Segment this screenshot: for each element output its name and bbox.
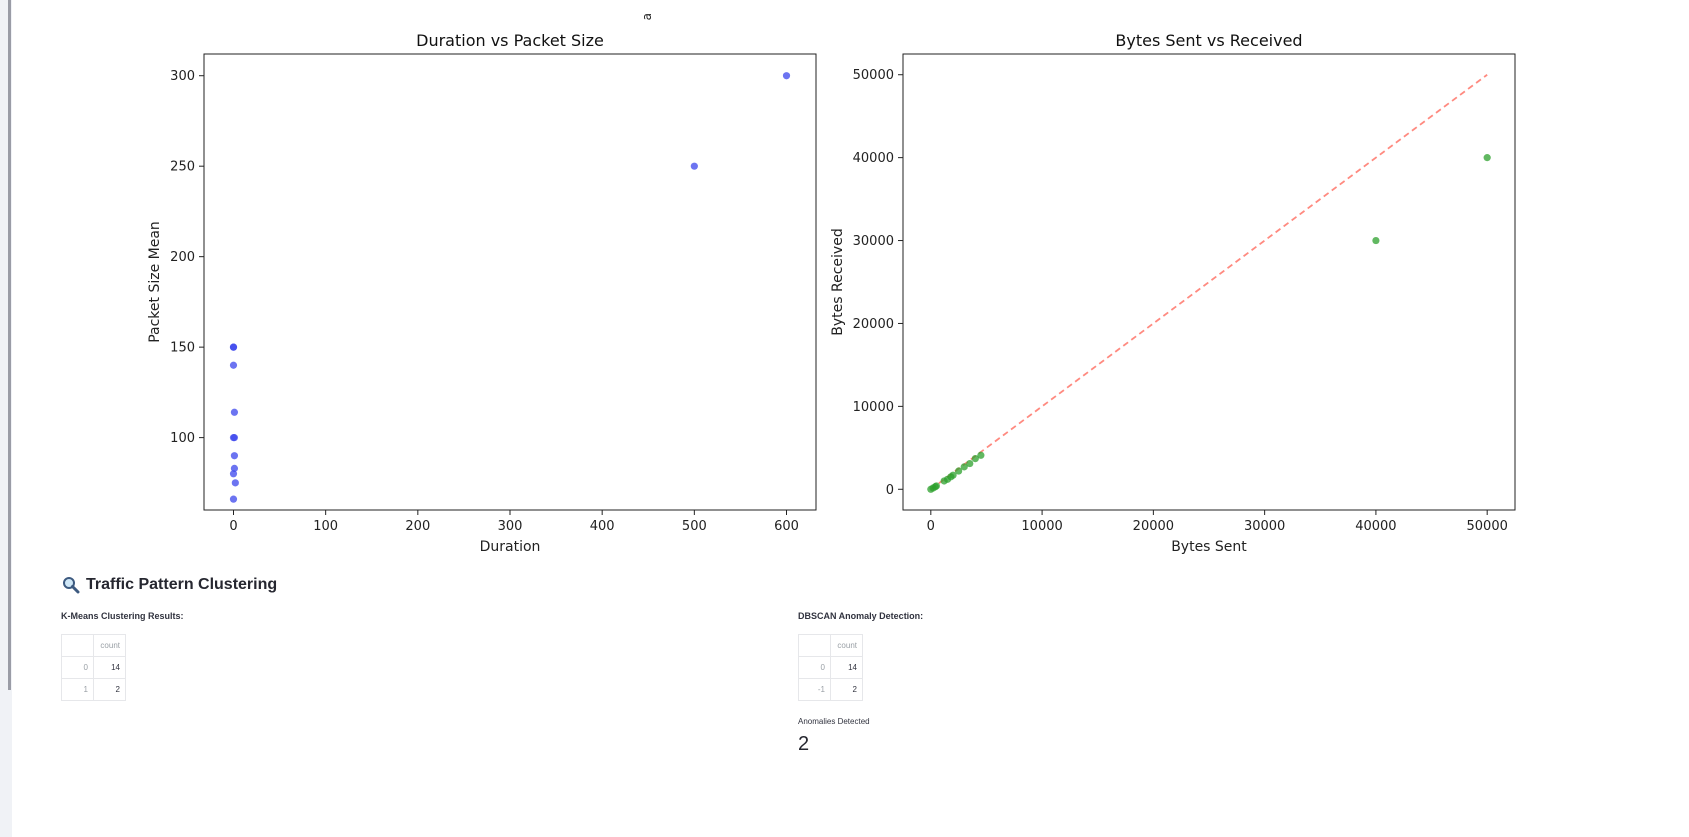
x-tick-label: 20000 <box>1133 519 1174 534</box>
row-index: -1 <box>798 678 831 701</box>
y-tick-label: 50000 <box>853 68 894 83</box>
data-point <box>960 463 968 471</box>
x-tick-label: 50000 <box>1467 519 1508 534</box>
table-row: -1 2 <box>798 678 863 701</box>
chart-title: Bytes Sent vs Received <box>1115 31 1302 50</box>
dbscan-label: DBSCAN Anomaly Detection: <box>798 611 924 621</box>
data-point <box>977 451 985 459</box>
magnifier-icon <box>63 577 80 594</box>
data-point <box>229 361 238 369</box>
anomalies-metric-value: 2 <box>798 733 810 755</box>
y-tick-label: 250 <box>170 160 195 175</box>
plot-frame <box>203 53 817 511</box>
table-row: 0 14 <box>61 656 126 679</box>
x-tick-label: 0 <box>229 519 237 534</box>
row-count: 14 <box>830 656 863 679</box>
x-tick-label: 400 <box>590 519 615 534</box>
count-header: count <box>830 634 863 657</box>
data-point <box>971 454 979 463</box>
table-row: 1 2 <box>61 678 126 701</box>
data-point <box>230 452 239 460</box>
x-tick-label: 600 <box>774 519 799 534</box>
table-header-row: count <box>798 634 863 657</box>
data-point <box>966 459 974 468</box>
bytes-chart: Bytes Sent vs Received 0 10000 20000 30000 40… <box>830 31 1516 555</box>
row-index: 0 <box>61 656 94 679</box>
row-count: 14 <box>93 656 126 679</box>
dbscan-table[interactable]: count 0 14 -1 2 <box>798 634 863 701</box>
data-point <box>230 408 239 416</box>
scrollbar-thumb[interactable] <box>8 0 11 690</box>
y-axis-label: Bytes Received <box>830 228 846 335</box>
x-tick-label: 100 <box>313 519 338 534</box>
data-point <box>231 479 239 487</box>
x-tick-label: 30000 <box>1244 519 1285 534</box>
x-tick-label: 10000 <box>1021 519 1062 534</box>
y-tick-label: 30000 <box>853 234 894 249</box>
charts-area: Duration vs Packet Size 0 100 200 300 400 500 6… <box>147 31 1516 555</box>
plot-frame <box>902 53 1516 511</box>
y-tick-label: 40000 <box>853 151 894 166</box>
data-point <box>230 464 239 472</box>
row-index: 1 <box>61 678 94 701</box>
data-point <box>690 162 698 170</box>
data-point <box>932 482 940 490</box>
y-axis-label: Packet Size Mean <box>147 221 163 343</box>
index-header <box>798 634 831 657</box>
x-axis-label: Bytes Sent <box>1171 539 1247 555</box>
x-axis-label: Duration <box>480 539 541 555</box>
table-row: 0 14 <box>798 656 863 679</box>
data-point <box>230 434 239 442</box>
kmeans-label: K-Means Clustering Results: <box>61 611 184 621</box>
scrollbar-track[interactable] <box>0 0 12 837</box>
x-tick-label: 40000 <box>1355 519 1396 534</box>
data-point <box>229 343 238 351</box>
data-point <box>229 470 238 478</box>
row-count: 2 <box>830 678 863 701</box>
data-point <box>1372 236 1380 245</box>
y-tick-label: 20000 <box>853 317 894 332</box>
y-tick-label: 300 <box>170 69 195 84</box>
y-tick-label: 150 <box>170 341 195 356</box>
anomalies-metric-label: Anomalies Detected <box>798 717 870 726</box>
section-title-text: Traffic Pattern Clustering <box>86 576 278 593</box>
table-header-row: count <box>61 634 126 657</box>
kmeans-table[interactable]: count 0 14 1 2 <box>61 634 126 701</box>
data-point <box>949 471 957 479</box>
y-tick-label: 10000 <box>853 400 894 415</box>
duration-chart: Duration vs Packet Size 0 100 200 300 400 500 6… <box>147 31 817 555</box>
x-tick-label: 200 <box>405 519 430 534</box>
section-title: Traffic Pattern Clustering <box>62 576 277 594</box>
row-count: 2 <box>93 678 126 701</box>
data-point <box>782 72 791 80</box>
data-point <box>955 467 963 475</box>
y-tick-label: 100 <box>170 431 195 446</box>
x-tick-label: 0 <box>927 519 935 534</box>
y-tick-label: 0 <box>886 483 894 498</box>
data-point <box>1483 154 1491 162</box>
row-index: 0 <box>798 656 831 679</box>
y-tick-label: 200 <box>170 250 195 265</box>
data-point <box>229 495 238 503</box>
reference-line <box>930 74 1488 490</box>
x-tick-label: 500 <box>682 519 707 534</box>
x-tick-label: 300 <box>498 519 523 534</box>
index-header <box>61 634 94 657</box>
chart-title: Duration vs Packet Size <box>416 31 604 50</box>
count-header: count <box>93 634 126 657</box>
